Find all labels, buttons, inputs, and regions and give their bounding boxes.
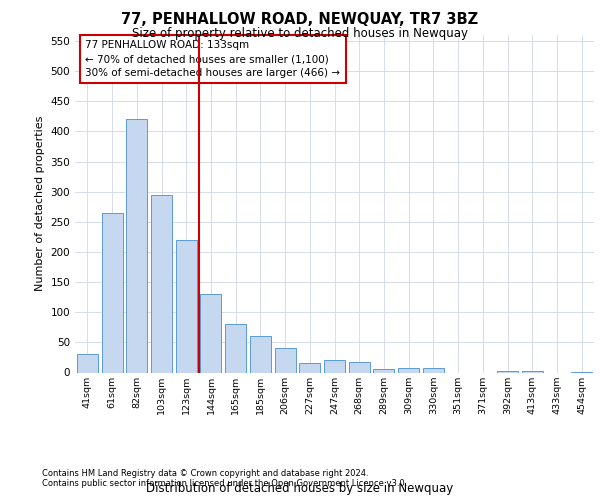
Text: Contains public sector information licensed under the Open Government Licence v3: Contains public sector information licen…	[42, 478, 407, 488]
Bar	[299, 364, 320, 372]
Bar	[176, 240, 197, 372]
Bar	[373, 370, 394, 372]
Bar	[423, 368, 444, 372]
Text: 77 PENHALLOW ROAD: 133sqm
← 70% of detached houses are smaller (1,100)
30% of se: 77 PENHALLOW ROAD: 133sqm ← 70% of detac…	[85, 40, 340, 78]
Bar	[77, 354, 98, 372]
Bar	[324, 360, 345, 372]
Bar	[225, 324, 246, 372]
Bar	[497, 370, 518, 372]
Bar	[126, 120, 147, 372]
Bar	[151, 194, 172, 372]
Text: Contains HM Land Registry data © Crown copyright and database right 2024.: Contains HM Land Registry data © Crown c…	[42, 468, 368, 477]
Bar	[275, 348, 296, 372]
Bar	[349, 362, 370, 372]
Text: Size of property relative to detached houses in Newquay: Size of property relative to detached ho…	[132, 28, 468, 40]
Bar	[398, 368, 419, 372]
Bar	[250, 336, 271, 372]
Y-axis label: Number of detached properties: Number of detached properties	[35, 116, 45, 292]
Bar	[200, 294, 221, 372]
Text: Distribution of detached houses by size in Newquay: Distribution of detached houses by size …	[146, 482, 454, 495]
Text: 77, PENHALLOW ROAD, NEWQUAY, TR7 3BZ: 77, PENHALLOW ROAD, NEWQUAY, TR7 3BZ	[121, 12, 479, 28]
Bar	[101, 213, 122, 372]
